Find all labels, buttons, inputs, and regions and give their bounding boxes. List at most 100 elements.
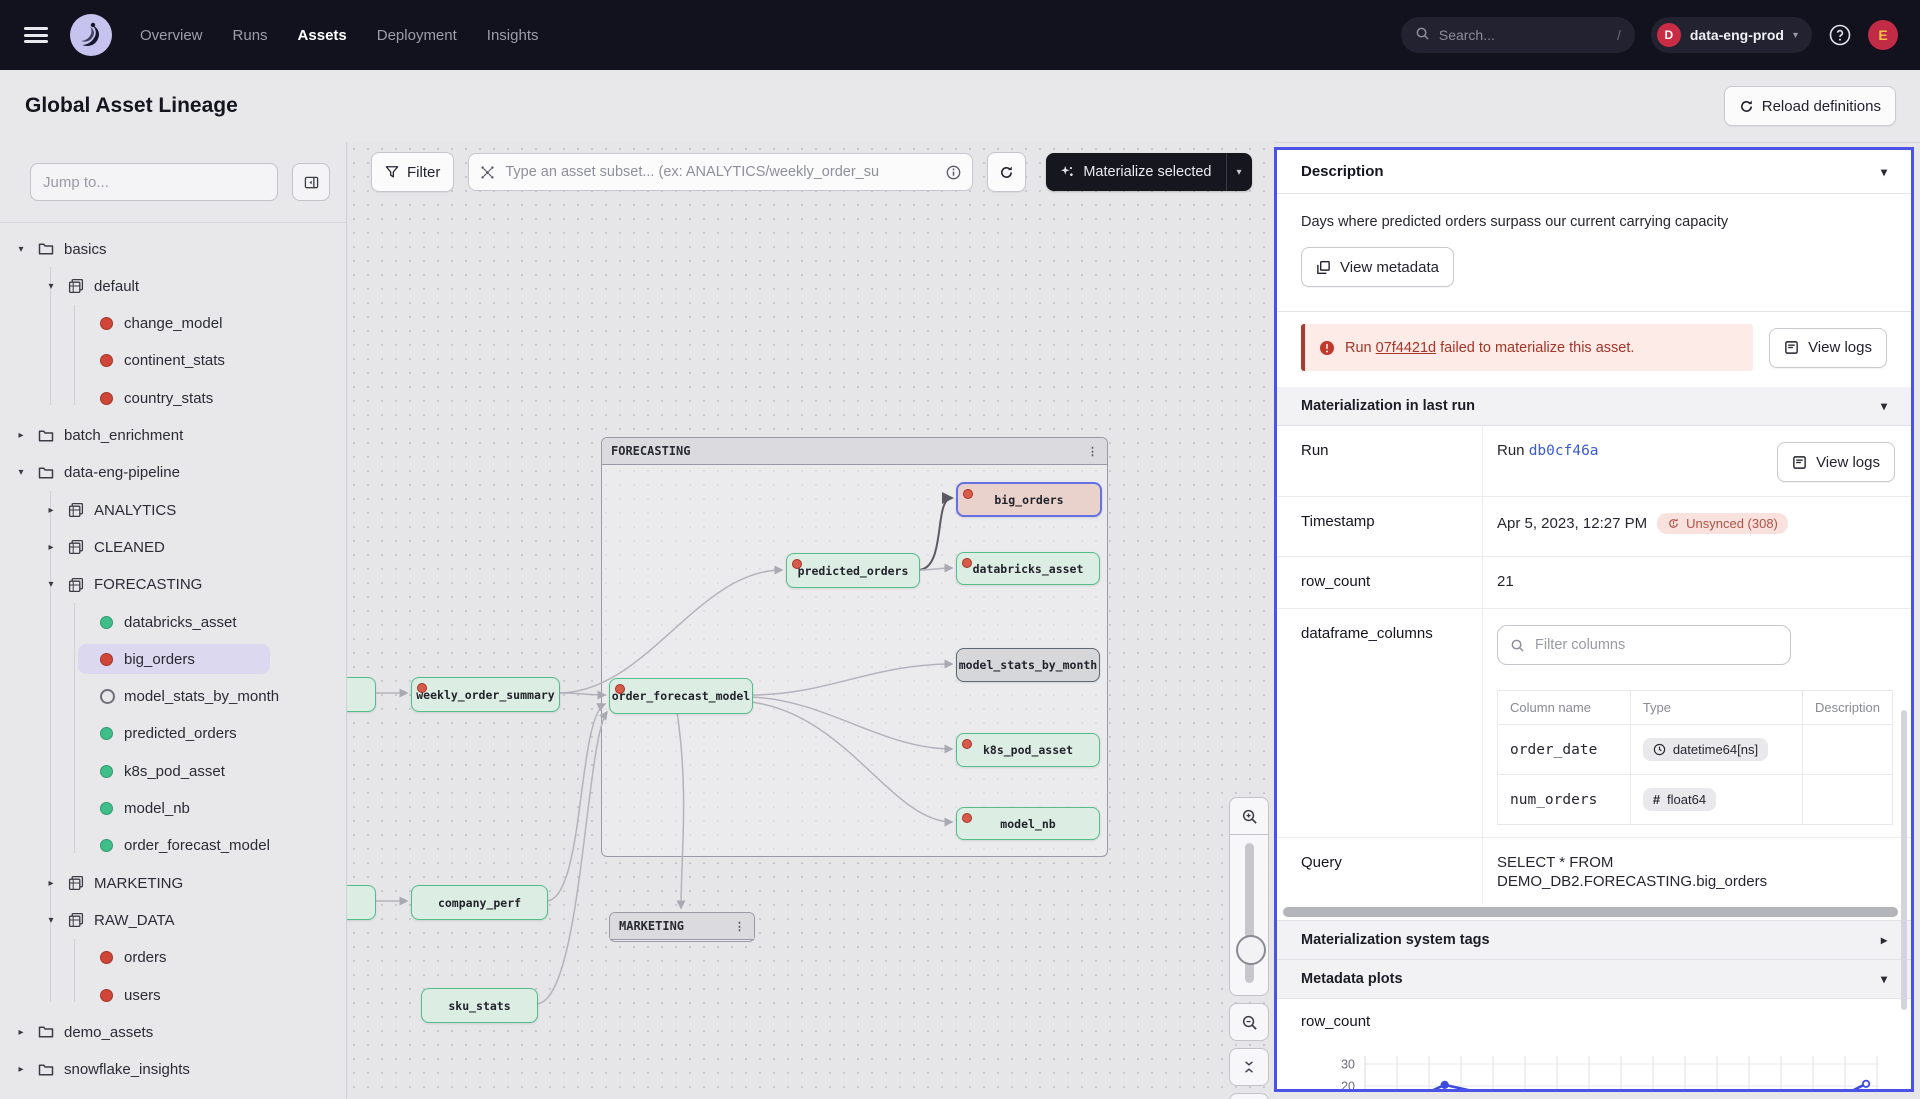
- sidebar-item-snowflake_insights[interactable]: ▸ snowflake_insights: [0, 1055, 346, 1085]
- chevron-right-icon[interactable]: ▸: [18, 430, 24, 441]
- sidebar-item-default[interactable]: ▾ default: [0, 271, 346, 301]
- help-icon[interactable]: [1828, 23, 1852, 47]
- zoom-slider[interactable]: [1229, 835, 1269, 996]
- chevron-right-icon[interactable]: ▸: [48, 877, 54, 889]
- hamburger-menu-icon[interactable]: [24, 27, 48, 43]
- metadata-plots-section-header[interactable]: Metadata plots ▾: [1277, 960, 1911, 999]
- sidebar-item-batch_enrichment[interactable]: ▸ batch_enrichment: [0, 421, 346, 451]
- chevron-down-icon: ▾: [1792, 29, 1798, 41]
- asset-node-partial-1[interactable]: [347, 677, 376, 712]
- view-metadata-button[interactable]: View metadata: [1301, 247, 1454, 287]
- collapse-sidebar-button[interactable]: [292, 163, 330, 201]
- sidebar-item-ANALYTICS[interactable]: ▸ ANALYTICS: [0, 495, 346, 525]
- column-description-cell: [1801, 774, 1894, 825]
- asset-node-sku_stats[interactable]: sku_stats: [421, 988, 538, 1023]
- group-expand-icon[interactable]: ⋮: [1087, 444, 1098, 458]
- nav-item-deployment[interactable]: Deployment: [376, 26, 457, 44]
- sidebar-item-data-eng-pipeline[interactable]: ▾ data-eng-pipeline: [0, 458, 346, 488]
- system-tags-section-header[interactable]: Materialization system tags ▸: [1277, 920, 1911, 960]
- sidebar-item-orders[interactable]: orders: [0, 943, 346, 973]
- nav-item-insights[interactable]: Insights: [486, 26, 539, 44]
- materialization-section-header[interactable]: Materialization in last run ▾: [1277, 387, 1911, 426]
- panel-horizontal-scrollbar[interactable]: [1277, 904, 1911, 920]
- asset-subset-icon: [480, 165, 495, 180]
- sidebar-item-CLEANED[interactable]: ▸ CLEANED: [0, 532, 346, 562]
- zoom-slider-handle[interactable]: [1236, 935, 1266, 965]
- sidebar-item-RAW_DATA[interactable]: ▾ RAW_DATA: [0, 905, 346, 935]
- group-expand-icon[interactable]: ⋮: [734, 919, 745, 933]
- sidebar-item-databricks_asset[interactable]: databricks_asset: [0, 607, 346, 637]
- asset-node-big_orders[interactable]: big_orders: [956, 482, 1102, 517]
- asset-node-partial-2[interactable]: [347, 885, 376, 920]
- tree-guide-line: [50, 267, 51, 406]
- chevron-right-icon[interactable]: ▸: [18, 1026, 24, 1038]
- row-count-row-label: row_count: [1277, 557, 1483, 609]
- jump-to-input[interactable]: [30, 163, 278, 201]
- tree-guide-line: [50, 491, 51, 1002]
- column-description-cell: [1801, 724, 1894, 775]
- view-logs-button[interactable]: View logs: [1777, 442, 1895, 482]
- nav-item-runs[interactable]: Runs: [232, 26, 268, 44]
- sidebar-item-MARKETING[interactable]: ▸ MARKETING: [0, 868, 346, 898]
- sidebar-item-model_stats_by_month[interactable]: model_stats_by_month: [0, 682, 346, 712]
- global-search[interactable]: Search... /: [1400, 17, 1635, 53]
- layout-button[interactable]: [1229, 1093, 1269, 1099]
- top-navbar: Overview Runs Assets Deployment Insights Sea…: [0, 0, 1920, 70]
- asset-node-predicted_orders[interactable]: predicted_orders: [786, 553, 920, 588]
- tree-guide-line: [74, 938, 75, 1002]
- filter-button[interactable]: Filter: [371, 152, 455, 192]
- sidebar-item-model_nb[interactable]: model_nb: [0, 794, 346, 824]
- sidebar-item-continent_stats[interactable]: continent_stats: [0, 346, 346, 376]
- asset-subset-input[interactable]: [503, 163, 939, 181]
- asset-status-dot-red: [100, 354, 113, 368]
- sidebar-item-change_model[interactable]: change_model: [0, 309, 346, 339]
- zoom-in-button[interactable]: [1229, 797, 1269, 835]
- dagster-logo[interactable]: [68, 12, 114, 58]
- description-section-header[interactable]: Description ▾: [1277, 150, 1911, 194]
- lineage-canvas[interactable]: Filter Materialize selected ▾ FORECASTIN…: [347, 142, 1274, 1099]
- sidebar-item-users[interactable]: users: [0, 980, 346, 1010]
- chevron-down-icon[interactable]: ▾: [48, 280, 54, 292]
- zoom-out-button[interactable]: [1229, 1003, 1269, 1041]
- asset-node-order_forecast_model[interactable]: order_forecast_model: [609, 678, 753, 714]
- y-axis-label: Value: [1304, 1091, 1318, 1092]
- workspace-switcher[interactable]: D data-eng-prod ▾: [1650, 17, 1812, 53]
- sidebar-item-basics[interactable]: ▾ basics: [0, 234, 346, 264]
- row-count-plot: 30 20 10 Value: [1277, 1036, 1911, 1092]
- info-icon[interactable]: [946, 165, 961, 180]
- sidebar-item-k8s_pod_asset[interactable]: k8s_pod_asset: [0, 756, 346, 786]
- asset-node-company_perf[interactable]: company_perf: [411, 885, 548, 920]
- asset-node-model_stats_by_month[interactable]: model_stats_by_month: [956, 648, 1100, 682]
- filter-columns-input[interactable]: [1533, 636, 1778, 654]
- changed-indicator-dot: [615, 684, 625, 694]
- view-logs-button[interactable]: View logs: [1769, 327, 1887, 368]
- sidebar-item-FORECASTING[interactable]: ▾ FORECASTING: [0, 570, 346, 600]
- refresh-graph-button[interactable]: [987, 152, 1027, 192]
- run-id-link[interactable]: db0cf46a: [1528, 443, 1599, 459]
- materialize-selected-button[interactable]: Materialize selected ▾: [1046, 153, 1252, 191]
- user-avatar[interactable]: E: [1868, 20, 1898, 50]
- asset-node-databricks_asset[interactable]: databricks_asset: [956, 552, 1100, 585]
- sidebar-item-big_orders[interactable]: big_orders: [0, 644, 346, 675]
- chevron-down-icon[interactable]: ▾: [48, 579, 54, 591]
- chevron-down-icon[interactable]: ▾: [48, 914, 54, 926]
- collapse-groups-button[interactable]: [1229, 1048, 1269, 1086]
- nav-item-assets[interactable]: Assets: [297, 26, 347, 44]
- failed-run-link[interactable]: 07f4421d: [1375, 339, 1437, 356]
- reload-definitions-button[interactable]: Reload definitions: [1723, 86, 1896, 126]
- chevron-right-icon[interactable]: ▸: [18, 1064, 24, 1076]
- sidebar-item-country_stats[interactable]: country_stats: [0, 383, 346, 413]
- chevron-right-icon[interactable]: ▸: [48, 541, 54, 553]
- asset-node-weekly_order_summary[interactable]: weekly_order_summary: [411, 677, 560, 712]
- asset-node-k8s_pod_asset[interactable]: k8s_pod_asset: [956, 733, 1100, 767]
- nav-item-overview[interactable]: Overview: [140, 26, 203, 44]
- materialize-dropdown-caret[interactable]: ▾: [1236, 166, 1242, 178]
- sidebar-item-demo_assets[interactable]: ▸ demo_assets: [0, 1017, 346, 1047]
- panel-vertical-scrollbar[interactable]: [1901, 710, 1907, 1010]
- chevron-right-icon[interactable]: ▸: [48, 504, 54, 516]
- sidebar-item-order_forecast_model[interactable]: order_forecast_model: [0, 831, 346, 861]
- sidebar-item-predicted_orders[interactable]: predicted_orders: [0, 719, 346, 749]
- chevron-down-icon[interactable]: ▾: [18, 467, 24, 479]
- asset-node-model_nb[interactable]: model_nb: [956, 807, 1100, 840]
- chevron-down-icon[interactable]: ▾: [18, 243, 24, 255]
